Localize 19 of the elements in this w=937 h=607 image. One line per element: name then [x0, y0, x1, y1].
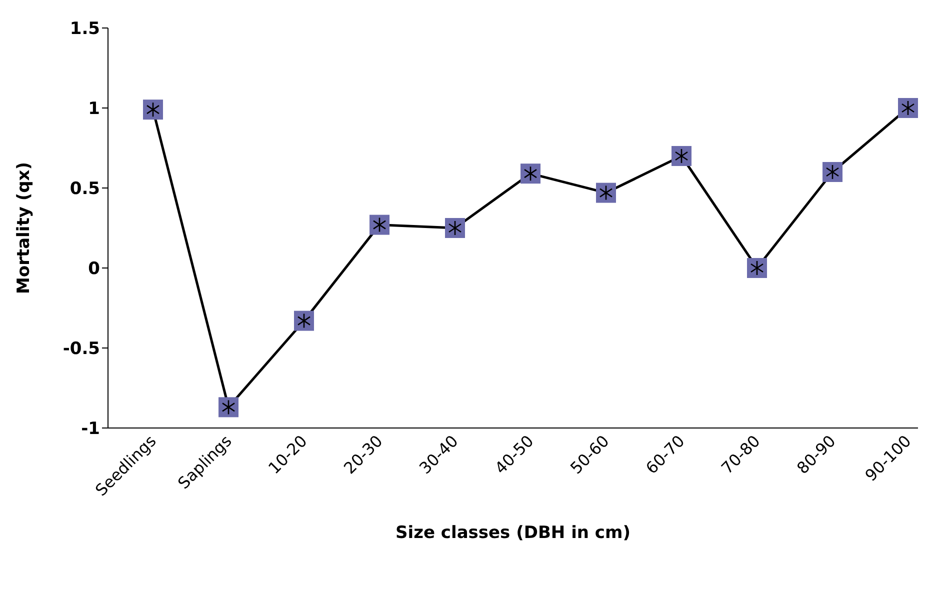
x-axis-title: Size classes (DBH in cm) — [396, 523, 630, 543]
y-tick-label: -0.5 — [62, 339, 100, 360]
point — [143, 100, 163, 120]
y-tick-label: 1 — [88, 99, 100, 120]
point — [672, 146, 692, 166]
y-tick-label: 0 — [88, 259, 100, 280]
point — [218, 397, 238, 418]
point — [747, 258, 767, 278]
point — [596, 182, 616, 203]
point — [445, 218, 465, 238]
point — [520, 164, 540, 184]
y-tick-label: 0.5 — [70, 179, 100, 200]
y-axis-title: Mortality (qx) — [14, 162, 34, 294]
point — [898, 98, 918, 118]
y-tick-label: 1.5 — [70, 19, 100, 40]
y-tick-label: -1 — [81, 419, 100, 440]
point — [822, 162, 842, 182]
point — [294, 310, 314, 331]
point — [370, 214, 390, 235]
